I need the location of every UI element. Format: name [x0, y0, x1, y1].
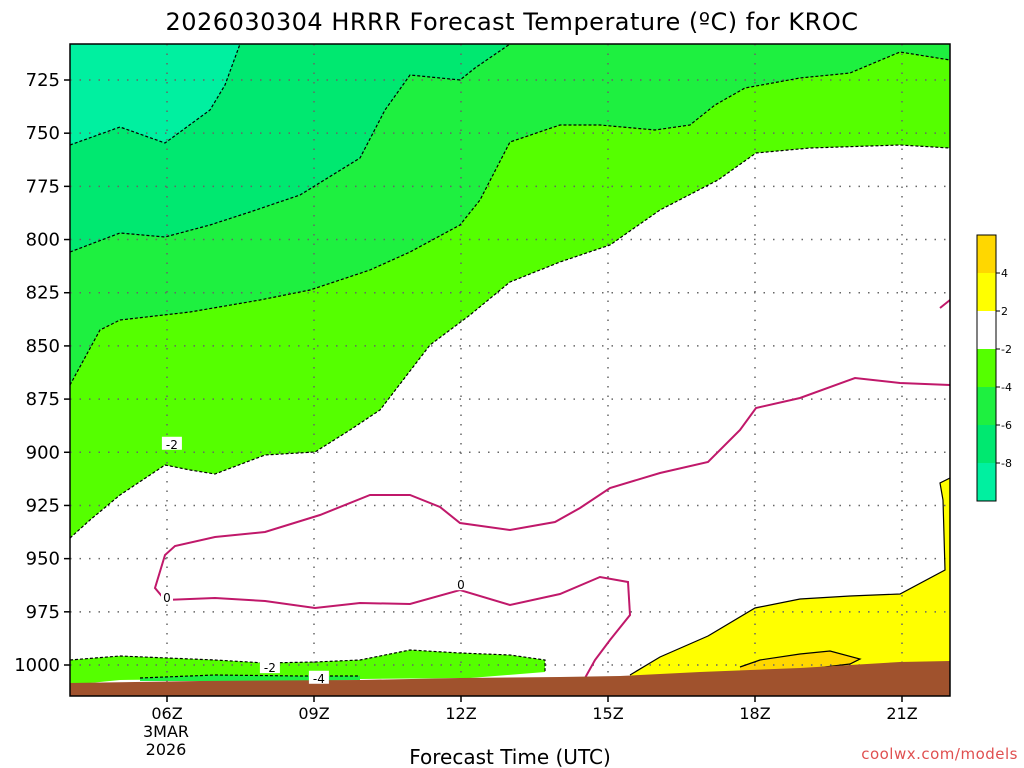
- contour-zero-upper-right: [939, 299, 950, 309]
- contour-surface-minus-2: [70, 649, 546, 672]
- contour-label-bg: [455, 577, 467, 591]
- y-tick-label: 975: [26, 602, 60, 623]
- band-below-minus-8: [70, 44, 240, 145]
- x-axis: 06Z 09Z 12Z 15Z 18Z 21Z: [151, 696, 918, 723]
- colorbar-swatch: [977, 273, 996, 311]
- contour-minus-6: [70, 44, 511, 253]
- colorbar-swatch: [977, 387, 996, 425]
- chart-title: 2026030304 HRRR Forecast Temperature (ºC…: [166, 8, 859, 36]
- y-tick-label: 775: [26, 176, 60, 197]
- x-date-line-2: 2026: [146, 740, 187, 759]
- x-tick-label: 12Z: [445, 704, 476, 723]
- contour-plus-2: [629, 477, 950, 676]
- y-tick-label: 1000: [14, 655, 60, 676]
- colorbar-swatch: [977, 311, 996, 349]
- terrain-ground: [70, 661, 950, 696]
- y-tick-label: 800: [26, 230, 60, 251]
- credit-text: coolwx.com/models: [861, 745, 1018, 763]
- band-above-2: [630, 478, 950, 690]
- x-tick-label: 18Z: [739, 704, 770, 723]
- y-tick-label: 950: [26, 549, 60, 570]
- contour-label-bg: [259, 660, 280, 674]
- y-tick-label: 850: [26, 336, 60, 357]
- colorbar-label: -8: [1001, 457, 1012, 470]
- y-tick-label: 825: [26, 283, 60, 304]
- contour-labels: -2 0 0 -2 -4: [161, 436, 467, 686]
- y-tick-label: 750: [26, 123, 60, 144]
- x-tick-label: 15Z: [592, 704, 623, 723]
- y-tick-label: 875: [26, 389, 60, 410]
- colorbar-label: 4: [1001, 267, 1008, 280]
- colorbar-label: -4: [1001, 381, 1012, 394]
- contour-label-bg: [308, 670, 329, 684]
- y-axis: 725 750 775 800 825 850 875 900 925 950 975 1000: [14, 70, 70, 676]
- colorbar-label: -2: [1001, 343, 1012, 356]
- colorbar-swatch: [977, 425, 996, 463]
- y-tick-label: 900: [26, 442, 60, 463]
- contour-minus-4: [70, 51, 950, 386]
- contour-label: -4: [313, 672, 325, 686]
- contour-label: -2: [166, 438, 178, 452]
- colorbar-label: -6: [1001, 419, 1012, 432]
- y-tick-label: 925: [26, 495, 60, 516]
- x-tick-label: 06Z: [151, 704, 182, 723]
- plot-area: -2 0 0 -2 -4: [70, 44, 950, 696]
- colorbar-frame: [976, 234, 997, 502]
- contour-label: 0: [457, 578, 465, 592]
- contour-label: 0: [163, 591, 171, 605]
- band-above-4: [740, 651, 860, 672]
- colorbar-swatch: [977, 349, 996, 387]
- colorbar-swatch: [977, 463, 996, 501]
- x-tick-label: 21Z: [886, 704, 917, 723]
- contour-zero-main: [153, 376, 950, 679]
- x-axis-label: Forecast Time (UTC): [409, 745, 611, 768]
- contour-label-bg: [161, 589, 173, 603]
- contour-label-bg: [161, 436, 182, 450]
- contour-surface-minus-4: [139, 674, 360, 679]
- x-tick-label: 09Z: [298, 704, 329, 723]
- contour-plus-4: [739, 650, 862, 671]
- x-date-line-1: 3MAR: [143, 722, 189, 741]
- colorbar-legend: 4 2 -2 -4 -6 -8: [976, 234, 1012, 502]
- colorbar-swatch: [977, 235, 996, 273]
- plot-frame: [69, 43, 951, 697]
- y-tick-label: 725: [26, 70, 60, 91]
- contour-label: -2: [264, 661, 276, 675]
- colorbar-label: 2: [1001, 305, 1008, 318]
